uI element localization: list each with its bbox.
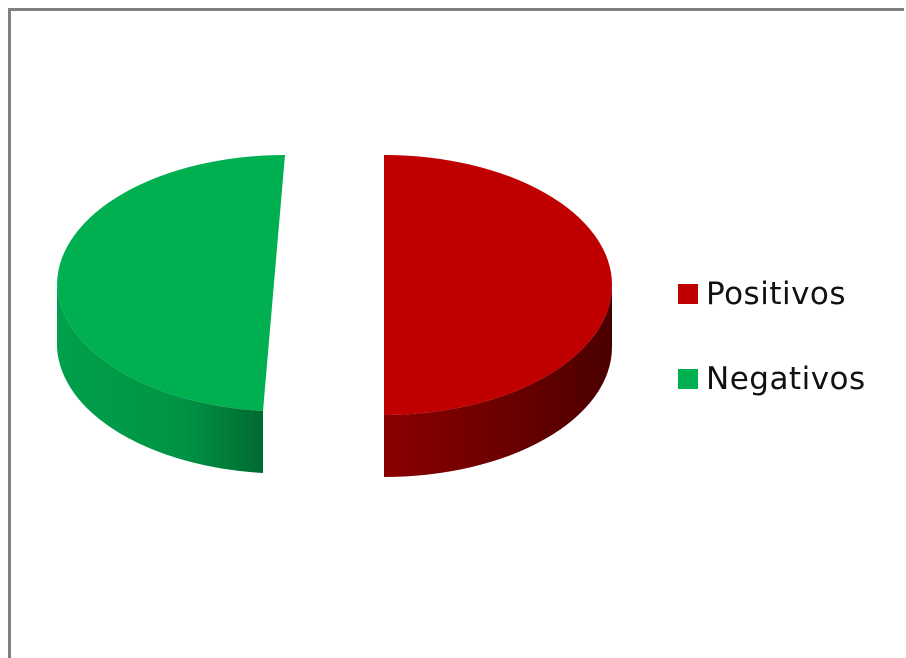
legend-label-positivos: Positivos — [706, 275, 847, 312]
legend-item-positivos: Positivos — [678, 272, 866, 316]
legend-swatch-negativos — [678, 369, 698, 389]
legend-label-negativos: Negativos — [706, 360, 866, 397]
legend: Positivos Negativos — [678, 272, 866, 442]
pie-slice-positivos — [384, 155, 612, 415]
legend-swatch-positivos — [678, 284, 698, 304]
pie-slice-negativos-side — [57, 285, 263, 473]
pie-slice-positivos-side — [384, 285, 612, 477]
pie-slice-negativos — [57, 155, 285, 411]
legend-item-negativos: Negativos — [678, 357, 866, 401]
